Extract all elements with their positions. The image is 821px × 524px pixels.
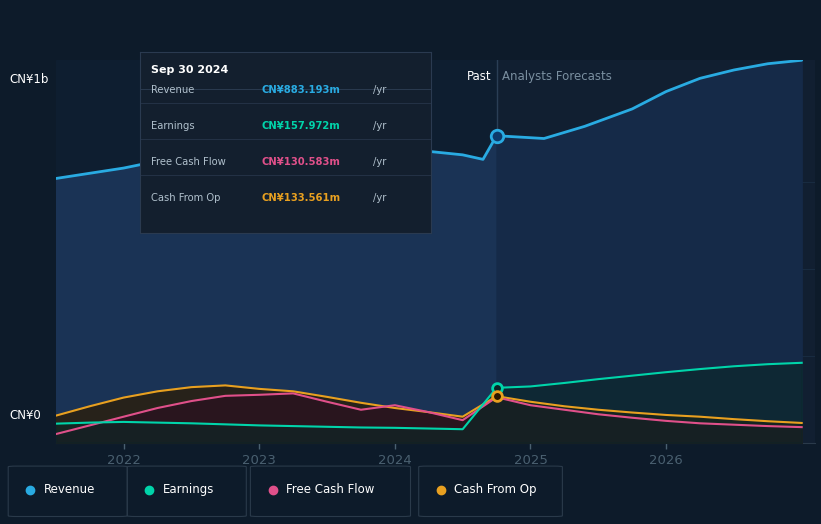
- Text: Cash From Op: Cash From Op: [454, 484, 536, 496]
- Text: Sep 30 2024: Sep 30 2024: [151, 65, 228, 75]
- Text: Cash From Op: Cash From Op: [151, 193, 221, 203]
- Text: /yr: /yr: [373, 121, 386, 131]
- Text: Earnings: Earnings: [151, 121, 195, 131]
- Text: Earnings: Earnings: [163, 484, 214, 496]
- Text: Free Cash Flow: Free Cash Flow: [286, 484, 374, 496]
- Text: CN¥130.583m: CN¥130.583m: [262, 157, 341, 167]
- Text: /yr: /yr: [373, 85, 386, 95]
- Text: Revenue: Revenue: [151, 85, 195, 95]
- Text: CN¥1b: CN¥1b: [10, 73, 49, 86]
- Text: CN¥883.193m: CN¥883.193m: [262, 85, 341, 95]
- Text: Revenue: Revenue: [44, 484, 95, 496]
- Bar: [497, 60, 815, 443]
- Text: CN¥157.972m: CN¥157.972m: [262, 121, 341, 131]
- Bar: [56, 60, 497, 443]
- Text: Free Cash Flow: Free Cash Flow: [151, 157, 226, 167]
- Text: Analysts Forecasts: Analysts Forecasts: [502, 70, 612, 83]
- Text: CN¥0: CN¥0: [10, 409, 42, 422]
- Text: /yr: /yr: [373, 193, 386, 203]
- Text: CN¥133.561m: CN¥133.561m: [262, 193, 341, 203]
- Text: Past: Past: [466, 70, 491, 83]
- Text: /yr: /yr: [373, 157, 386, 167]
